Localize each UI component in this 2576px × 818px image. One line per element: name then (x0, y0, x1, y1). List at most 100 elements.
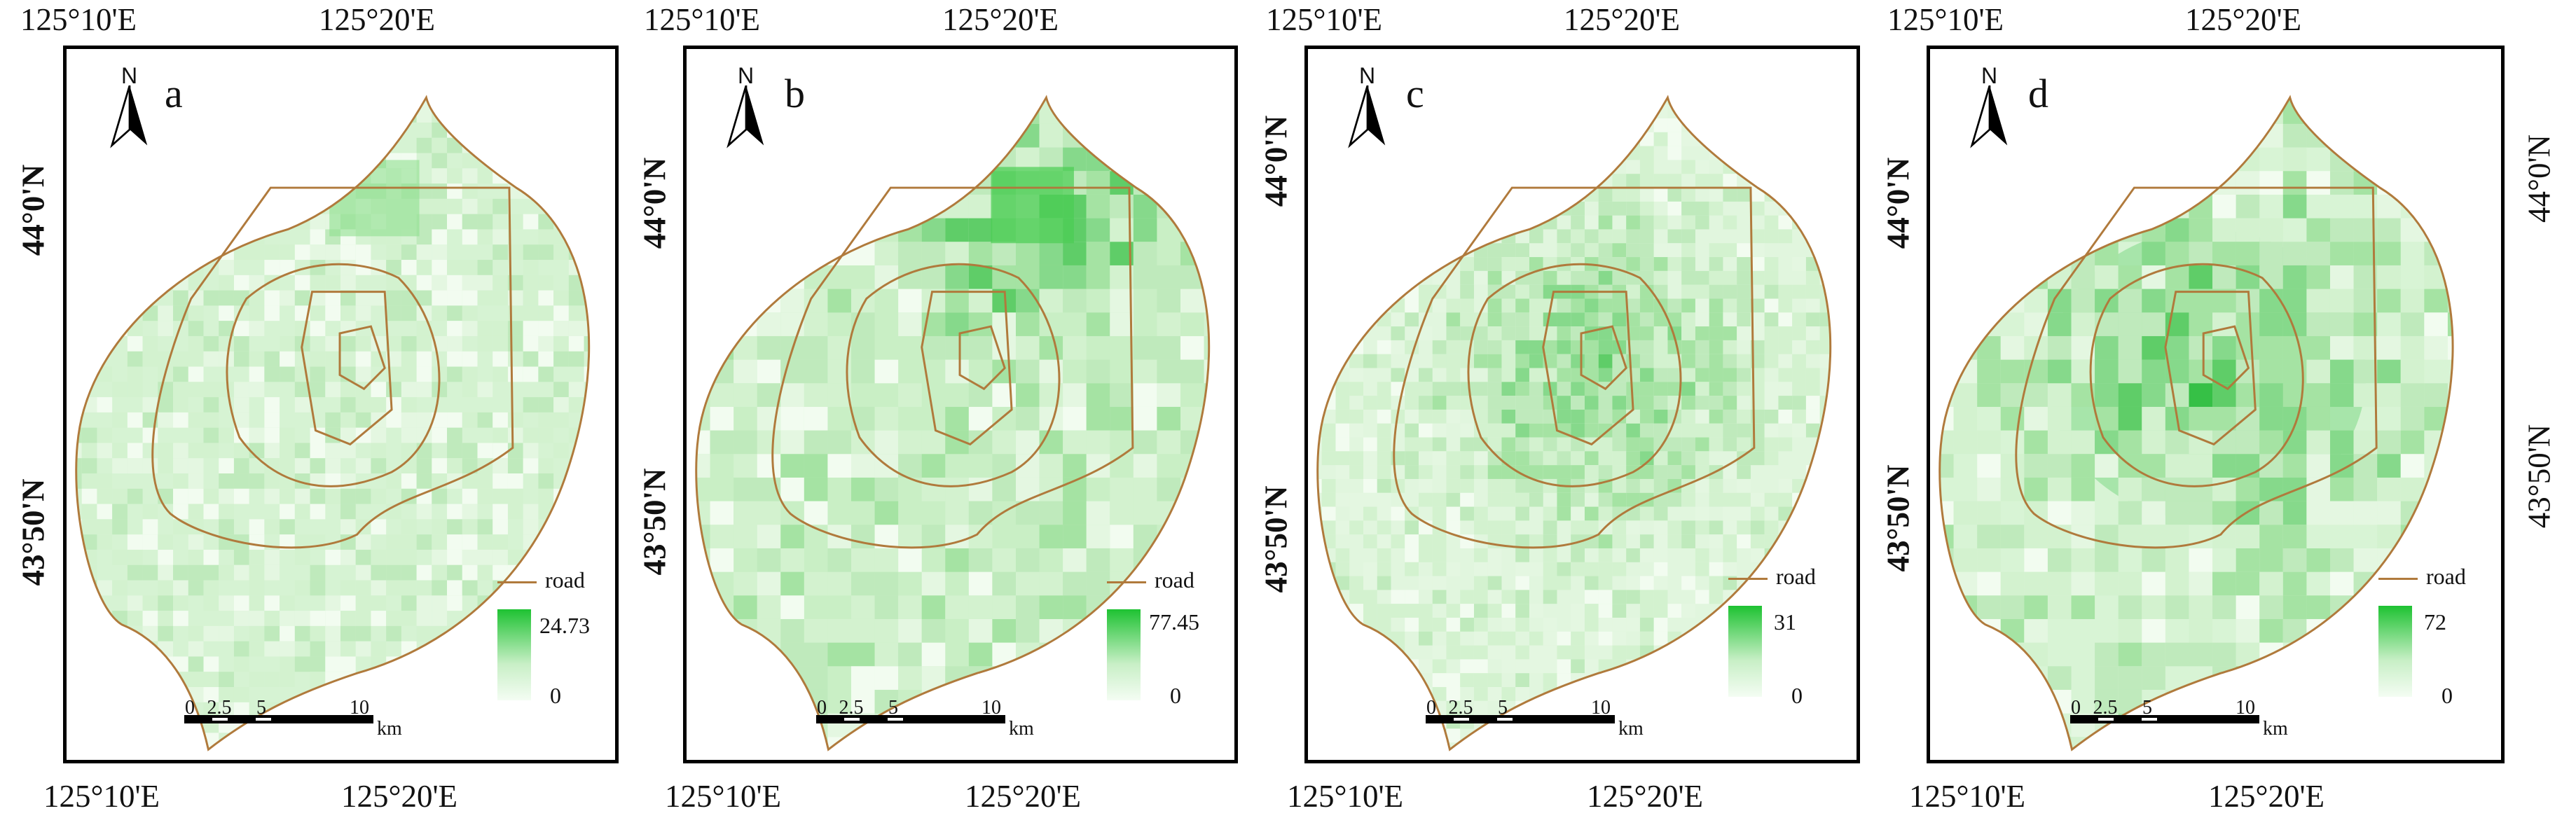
raster-cell (1460, 478, 1474, 493)
raster-cell (1709, 728, 1723, 743)
raster-cell (1377, 548, 1391, 562)
raster-cell (898, 123, 922, 148)
raster-cell (1653, 118, 1668, 132)
raster-cell (1709, 243, 1723, 258)
raster-cell (1737, 742, 1751, 750)
raster-cell (1349, 382, 1363, 396)
raster-cell (447, 305, 462, 321)
raster-cell (553, 335, 569, 352)
raster-cell (1737, 284, 1751, 299)
raster-cell (1133, 477, 1157, 501)
raster-cell (462, 564, 478, 581)
raster-cell (1157, 312, 1180, 336)
raster-cell (401, 77, 417, 92)
raster-cell (568, 519, 584, 535)
raster-cell (249, 519, 265, 535)
raster-cell (1363, 742, 1377, 750)
raster-cell (1626, 188, 1640, 202)
raster-cell (2329, 548, 2354, 572)
raster-cell (2095, 571, 2119, 596)
raster-cell (2236, 171, 2260, 195)
raster-cell (2377, 171, 2401, 195)
raster-cell (2259, 525, 2283, 548)
raster-cell (1529, 492, 1543, 507)
raster-cell (264, 748, 280, 750)
raster-cell (827, 171, 851, 195)
raster-cell (1805, 312, 1820, 327)
raster-cell (1833, 728, 1847, 742)
raster-cell (1405, 174, 1419, 188)
raster-cell (1598, 604, 1613, 618)
raster-cell (1157, 501, 1180, 525)
raster-cell (1487, 340, 1502, 354)
raster-cell (158, 443, 174, 459)
raster-cell (1709, 382, 1723, 396)
raster-cell (401, 97, 417, 108)
raster-cell (1460, 77, 1474, 91)
raster-cell (1110, 548, 1134, 572)
raster-cell (1039, 454, 1063, 478)
raster-cell (1321, 174, 1336, 188)
raster-cell (310, 168, 326, 184)
raster-cell (1432, 673, 1447, 688)
raster-cell (1557, 562, 1571, 576)
raster-cell (1737, 146, 1751, 160)
raster-cell (2047, 406, 2072, 431)
raster-cell (401, 335, 417, 352)
raster-cell (416, 687, 432, 702)
raster-cell (447, 168, 462, 184)
raster-cell (462, 641, 478, 657)
raster-cell (2353, 618, 2378, 643)
raster-cell (1778, 409, 1793, 424)
raster-cell (188, 290, 204, 306)
raster-cell (1039, 97, 1063, 101)
raster-cell (710, 242, 734, 265)
raster-cell (2282, 737, 2307, 750)
map-frame-b: N b road 77.45 0 0 2.5 5 10 km (683, 46, 1238, 763)
map-canvas-b (695, 77, 1234, 751)
raster-cell (310, 77, 326, 92)
raster-cell (553, 717, 569, 733)
raster-cell (1515, 104, 1529, 119)
raster-cell (1847, 229, 1857, 243)
raster-cell (1227, 77, 1234, 101)
raster-cell (757, 359, 781, 384)
lon-label-top-left: 125°10'E (1265, 2, 1383, 37)
raster-cell (1335, 492, 1350, 507)
raster-cell (568, 656, 584, 672)
raster-cell (2047, 737, 2072, 750)
road-ring-2-b (846, 263, 1061, 487)
raster-cell (1939, 218, 1954, 242)
raster-cell (696, 737, 710, 750)
raster-cell (1819, 548, 1831, 562)
raster-cell (1695, 215, 1709, 230)
raster-cell (696, 100, 710, 124)
raster-cell (1110, 501, 1134, 525)
raster-cell (1529, 645, 1543, 660)
raster-cell (1515, 562, 1529, 576)
raster-cell (1335, 160, 1350, 174)
raster-cell (1321, 368, 1336, 382)
raster-cell (945, 595, 969, 619)
color-ramp-b (1107, 609, 1141, 700)
ramp-min-a: 0 (550, 683, 561, 708)
raster-cell (158, 168, 174, 184)
raster-cell (340, 97, 356, 108)
raster-cell (1557, 354, 1571, 368)
legend-road-c: road (1728, 564, 1816, 590)
raster-cell (523, 443, 539, 459)
raster-cell (898, 242, 922, 265)
raster-cell (2472, 148, 2495, 172)
raster-cell (1639, 298, 1654, 313)
raster-cell (127, 564, 143, 581)
raster-cell (568, 137, 584, 153)
raster-cell (1321, 520, 1336, 535)
raster-cell (233, 122, 249, 138)
raster-cell (1977, 477, 2001, 501)
raster-cell (1227, 124, 1234, 148)
raster-cell (1529, 270, 1543, 285)
raster-cell (2142, 335, 2165, 360)
raster-cell (416, 443, 432, 459)
raster-cell (1681, 201, 1695, 216)
raster-cell (1723, 243, 1737, 258)
